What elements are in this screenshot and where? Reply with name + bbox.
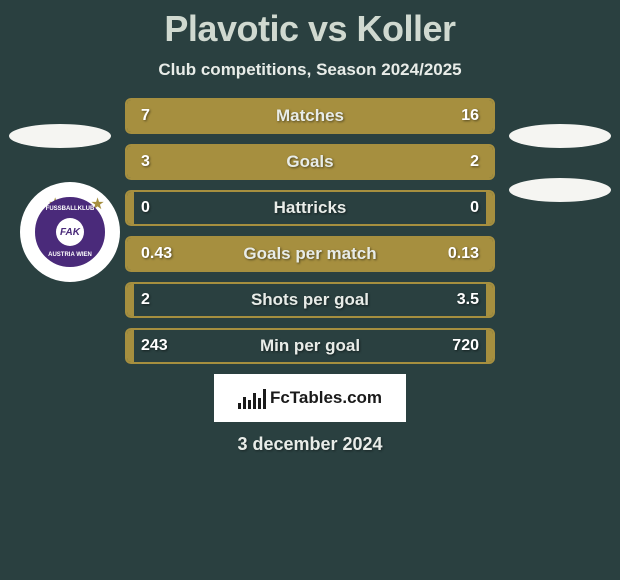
stat-value-left: 0 (127, 199, 187, 217)
stat-label: Hattricks (187, 198, 433, 218)
stat-value-left: 243 (127, 337, 187, 355)
stat-label: Goals (187, 152, 433, 172)
stat-row: 0.43Goals per match0.13 (125, 236, 495, 272)
stat-value-right: 16 (433, 107, 493, 125)
player-right-placeholder (509, 124, 611, 148)
page-title: Plavotic vs Koller (0, 8, 620, 50)
stats-list: 7Matches163Goals20Hattricks00.43Goals pe… (125, 98, 495, 364)
subtitle: Club competitions, Season 2024/2025 (0, 60, 620, 80)
stat-value-right: 0 (433, 199, 493, 217)
stat-row: 0Hattricks0 (125, 190, 495, 226)
stat-value-left: 2 (127, 291, 187, 309)
stat-row: 3Goals2 (125, 144, 495, 180)
club-right-placeholder (509, 178, 611, 202)
bars-icon (238, 387, 266, 409)
stat-value-left: 0.43 (127, 245, 187, 263)
stat-value-right: 720 (433, 337, 493, 355)
comparison-card: Plavotic vs Koller Club competitions, Se… (0, 0, 620, 455)
badge-ring: FUSSBALLKLUB FAK AUSTRIA WIEN (35, 197, 105, 267)
stat-row: 7Matches16 (125, 98, 495, 134)
stat-value-left: 3 (127, 153, 187, 171)
badge-bottom-text: AUSTRIA WIEN (48, 252, 92, 258)
badge-center-text: FAK (56, 218, 84, 246)
stat-label: Goals per match (187, 244, 433, 264)
player-left-placeholder (9, 124, 111, 148)
stat-row: 2Shots per goal3.5 (125, 282, 495, 318)
stat-label: Min per goal (187, 336, 433, 356)
club-left-badge: ★★ FUSSBALLKLUB FAK AUSTRIA WIEN (20, 182, 120, 282)
stat-value-right: 2 (433, 153, 493, 171)
brand-text: FcTables.com (270, 388, 382, 408)
stat-row: 243Min per goal720 (125, 328, 495, 364)
stat-label: Matches (187, 106, 433, 126)
date-label: 3 december 2024 (0, 434, 620, 455)
badge-top-text: FUSSBALLKLUB (46, 206, 95, 212)
brand-logo[interactable]: FcTables.com (214, 374, 406, 422)
stat-label: Shots per goal (187, 290, 433, 310)
stat-value-right: 0.13 (433, 245, 493, 263)
stat-value-left: 7 (127, 107, 187, 125)
stat-value-right: 3.5 (433, 291, 493, 309)
